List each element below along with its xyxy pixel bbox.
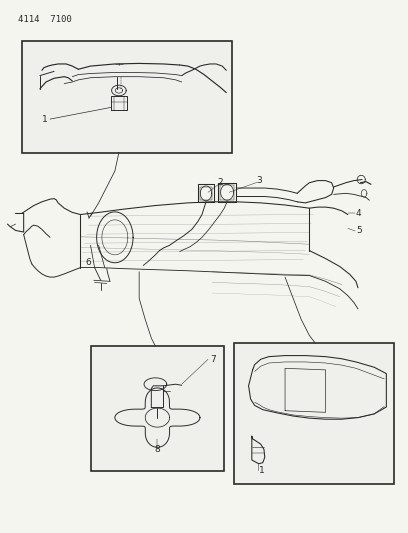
Text: 4: 4 xyxy=(356,209,361,218)
Bar xyxy=(234,343,395,484)
Text: 1: 1 xyxy=(259,466,264,475)
Text: 2: 2 xyxy=(217,178,223,187)
Text: 7: 7 xyxy=(210,355,216,364)
Text: 8: 8 xyxy=(155,445,160,454)
Bar xyxy=(234,343,395,484)
Text: 5: 5 xyxy=(356,227,362,236)
Text: 4114  7100: 4114 7100 xyxy=(18,14,71,23)
Text: 1: 1 xyxy=(42,115,48,124)
Bar xyxy=(91,346,224,471)
Text: 6: 6 xyxy=(86,258,91,266)
Bar xyxy=(91,346,224,471)
Bar xyxy=(22,41,233,152)
Text: 3: 3 xyxy=(256,176,262,185)
Bar xyxy=(22,41,233,152)
